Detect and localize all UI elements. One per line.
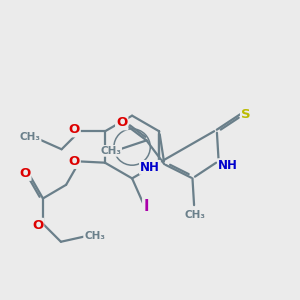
Text: CH₃: CH₃ [184,210,205,220]
Text: NH: NH [140,161,160,174]
Text: O: O [32,219,43,232]
Text: O: O [19,167,31,180]
Text: O: O [116,116,127,129]
Text: CH₃: CH₃ [84,231,105,241]
Text: S: S [241,108,250,121]
Text: NH: NH [218,159,238,172]
Text: CH₃: CH₃ [100,146,121,156]
Text: O: O [68,155,80,168]
Text: O: O [68,123,80,136]
Text: I: I [143,199,149,214]
Text: CH₃: CH₃ [20,133,40,142]
